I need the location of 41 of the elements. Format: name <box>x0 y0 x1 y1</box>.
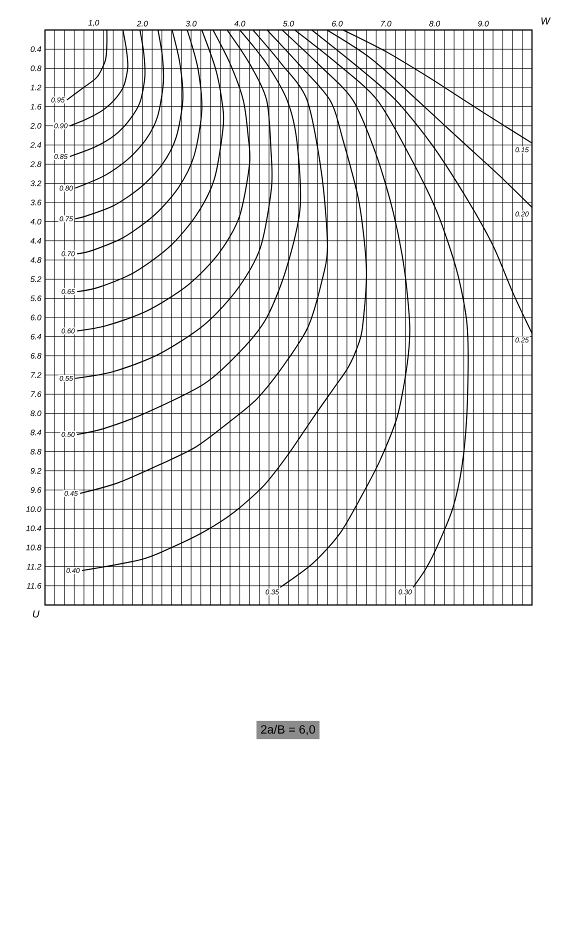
y-tick-label: 0.8 <box>30 66 42 72</box>
x-tick-label: 9.0 <box>478 20 489 26</box>
x-tick-label: 3.0 <box>186 20 197 26</box>
y-tick-label: 1.6 <box>30 104 42 110</box>
y-tick-label: 1.2 <box>30 84 42 90</box>
y-tick-label: 9.2 <box>30 468 42 474</box>
y-axis-title: U <box>33 610 40 618</box>
y-tick-label: 8.0 <box>30 410 42 416</box>
y-tick-label: 5.2 <box>30 276 42 282</box>
y-tick-label: 2.4 <box>30 142 42 148</box>
y-tick-label: 4.0 <box>30 218 42 225</box>
y-tick-label: 3.6 <box>30 200 42 206</box>
x-axis-title: W <box>541 18 551 24</box>
y-tick-label: 7.2 <box>31 372 42 378</box>
y-tick-label: 4.4 <box>30 238 42 244</box>
x-tick-label: 6.0 <box>332 20 343 26</box>
y-tick-label: 7.6 <box>31 391 42 398</box>
x-tick-label: 8.0 <box>429 20 440 26</box>
text: 2a/B = 6,0 <box>261 724 316 736</box>
y-tick-label: 10.4 <box>26 526 42 532</box>
y-tick-label: 2.0 <box>30 123 42 129</box>
y-tick-label: 2.8 <box>30 161 42 168</box>
y-tick-label: 11.6 <box>26 583 42 589</box>
x-tick-label: 7.0 <box>381 20 392 26</box>
y-tick-label: 10.8 <box>26 544 42 550</box>
y-tick-label: 4.8 <box>30 257 42 263</box>
y-tick-label: 6.4 <box>30 334 42 340</box>
y-tick-label: 8.4 <box>30 430 42 436</box>
y-tick-label: 10.0 <box>26 506 42 512</box>
x-tick-label: 2.0 <box>136 20 148 26</box>
y-tick-label: 0.4 <box>30 46 42 52</box>
x-tick-label: 5.0 <box>283 20 294 26</box>
y-tick-label: 11.2 <box>26 564 42 570</box>
y-tick-label: 3.2 <box>30 180 42 186</box>
y-tick-label: 9.6 <box>30 487 42 493</box>
y-tick-label: 6.8 <box>30 353 42 359</box>
y-tick-label: 5.6 <box>30 296 42 302</box>
x-tick-label: 1,0 <box>88 20 100 26</box>
y-tick-label: 6.0 <box>30 314 42 320</box>
x-tick-label: 4.0 <box>234 20 246 26</box>
y-tick-label: 8.8 <box>30 448 42 454</box>
